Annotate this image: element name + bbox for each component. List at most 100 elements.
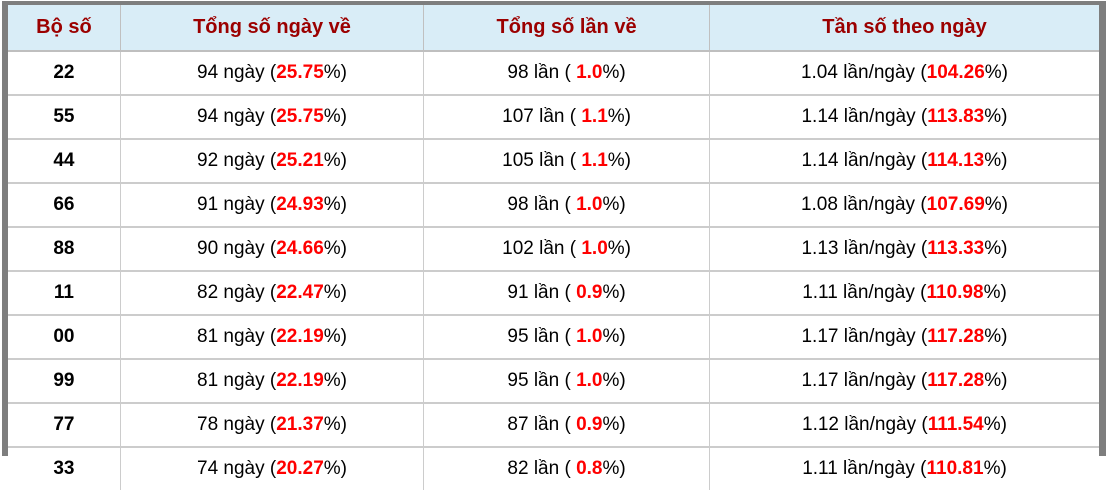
times-cell: 105 lần ( 1.1%) [423, 139, 710, 184]
cell-text: 1.04 lần/ngày ( [800, 62, 927, 83]
cell-text: %) [607, 238, 632, 259]
cell-text: 94 ngày ( [197, 106, 277, 127]
cell-text: 87 lần ( [507, 414, 577, 435]
freq-cell: 1.13 lần/ngày (113.33%) [709, 227, 1099, 272]
table-row: 00 81 ngày (22.19%) 95 lần ( 1.0%) 1.17 … [8, 315, 1099, 360]
header-row: Bộ số Tổng số ngày về Tổng số lần về Tần… [8, 5, 1099, 52]
cell-text: 82 ngày ( [197, 282, 277, 303]
freq-cell: 1.17 lần/ngày (117.28%) [709, 315, 1099, 360]
highlight-percent: 110.81 [926, 458, 984, 479]
table-row: 11 82 ngày (22.47%) 91 lần ( 0.9%) 1.11 … [8, 271, 1099, 316]
highlight-percent: 24.66 [276, 238, 324, 259]
pair-cell: 88 [8, 227, 121, 272]
freq-cell: 1.11 lần/ngày (110.98%) [709, 271, 1099, 316]
cell-text: %) [323, 370, 348, 391]
highlight-percent: 24.93 [276, 194, 324, 215]
highlight-percent: 111.54 [927, 414, 984, 435]
cell-text: 90 ngày ( [197, 238, 277, 259]
freq-cell: 1.14 lần/ngày (113.83%) [709, 95, 1099, 140]
pair-cell: 66 [8, 183, 121, 228]
highlight-percent: 22.47 [276, 282, 324, 303]
days-cell: 94 ngày (25.75%) [120, 95, 425, 140]
cell-text: %) [983, 458, 1007, 479]
highlight-percent: 1.0 [576, 370, 603, 391]
highlight-percent: 25.75 [276, 106, 324, 127]
highlight-percent: 104.26 [926, 62, 985, 83]
table-row: 55 94 ngày (25.75%) 107 lần ( 1.1%) 1.14… [8, 95, 1099, 140]
cell-text: %) [984, 106, 1008, 127]
highlight-percent: 1.0 [576, 194, 603, 215]
times-cell: 87 lần ( 0.9%) [423, 403, 710, 448]
highlight-percent: 1.0 [576, 326, 603, 347]
days-cell: 78 ngày (21.37%) [120, 403, 425, 448]
pair-cell: 11 [8, 271, 121, 316]
cell-text: %) [602, 326, 626, 347]
pair-cell: 77 [8, 403, 121, 448]
times-cell: 95 lần ( 1.0%) [423, 315, 710, 360]
days-cell: 81 ngày (22.19%) [120, 359, 425, 404]
cell-text: %) [602, 282, 626, 303]
table-header: Bộ số Tổng số ngày về Tổng số lần về Tần… [8, 5, 1099, 52]
cell-text: 91 ngày ( [197, 194, 277, 215]
freq-cell: 1.12 lần/ngày (111.54%) [709, 403, 1099, 448]
highlight-percent: 117.28 [927, 326, 985, 347]
pair-cell: 99 [8, 359, 121, 404]
times-cell: 95 lần ( 1.0%) [423, 359, 710, 404]
highlight-percent: 1.1 [581, 150, 608, 171]
highlight-percent: 25.75 [276, 62, 324, 83]
times-cell: 98 lần ( 1.0%) [423, 51, 710, 96]
cell-text: 95 lần ( [507, 326, 577, 347]
column-header-freq: Tần số theo ngày [709, 5, 1099, 52]
cell-text: %) [984, 194, 1009, 215]
pair-cell: 44 [8, 139, 121, 184]
table-row: 44 92 ngày (25.21%) 105 lần ( 1.1%) 1.14… [8, 139, 1099, 184]
highlight-percent: 1.0 [576, 62, 603, 83]
cell-text: 1.08 lần/ngày ( [800, 194, 927, 215]
cell-text: 95 lần ( [507, 370, 577, 391]
days-cell: 90 ngày (24.66%) [120, 227, 425, 272]
cell-text: 1.11 lần/ngày ( [802, 458, 927, 479]
cell-text: 1.13 lần/ngày ( [801, 238, 928, 259]
highlight-percent: 1.0 [581, 238, 608, 259]
highlight-percent: 22.19 [276, 370, 324, 391]
cell-text: 1.17 lần/ngày ( [801, 370, 928, 391]
days-cell: 82 ngày (22.47%) [120, 271, 425, 316]
highlight-percent: 110.98 [926, 282, 984, 303]
days-cell: 94 ngày (25.75%) [120, 51, 425, 96]
cell-text: %) [323, 194, 348, 215]
cell-text: 1.14 lần/ngày ( [801, 150, 928, 171]
table-row: 33 74 ngày (20.27%) 82 lần ( 0.8%) 1.11 … [8, 447, 1099, 490]
freq-cell: 1.14 lần/ngày (114.13%) [709, 139, 1099, 184]
highlight-percent: 117.28 [927, 370, 985, 391]
column-header-pair: Bộ số [8, 5, 121, 52]
cell-text: 94 ngày ( [197, 62, 277, 83]
cell-text: 105 lần ( [502, 150, 582, 171]
table-body: 22 94 ngày (25.75%) 98 lần ( 1.0%) 1.04 … [8, 51, 1099, 490]
highlight-percent: 0.9 [576, 414, 603, 435]
pair-statistics-table: Bộ số Tổng số ngày về Tổng số lần về Tần… [8, 5, 1099, 490]
cell-text: 92 ngày ( [197, 150, 277, 171]
freq-cell: 1.17 lần/ngày (117.28%) [709, 359, 1099, 404]
times-cell: 102 lần ( 1.0%) [423, 227, 710, 272]
highlight-percent: 20.27 [276, 458, 324, 479]
column-header-times: Tổng số lần về [423, 5, 710, 52]
highlight-percent: 114.13 [927, 150, 985, 171]
freq-cell: 1.04 lần/ngày (104.26%) [709, 51, 1099, 96]
cell-text: 1.12 lần/ngày ( [802, 414, 928, 435]
highlight-percent: 113.33 [927, 238, 985, 259]
cell-text: %) [323, 282, 348, 303]
cell-text: %) [984, 326, 1008, 347]
cell-text: 81 ngày ( [197, 370, 277, 391]
cell-text: %) [607, 106, 632, 127]
cell-text: %) [602, 194, 626, 215]
pair-cell: 55 [8, 95, 121, 140]
table-row: 88 90 ngày (24.66%) 102 lần ( 1.0%) 1.13… [8, 227, 1099, 272]
cell-text: %) [323, 458, 348, 479]
times-cell: 98 lần ( 1.0%) [423, 183, 710, 228]
highlight-percent: 0.8 [576, 458, 603, 479]
pair-cell: 22 [8, 51, 121, 96]
cell-text: %) [602, 370, 626, 391]
highlight-percent: 22.19 [276, 326, 324, 347]
cell-text: %) [602, 62, 626, 83]
cell-text: %) [323, 238, 348, 259]
